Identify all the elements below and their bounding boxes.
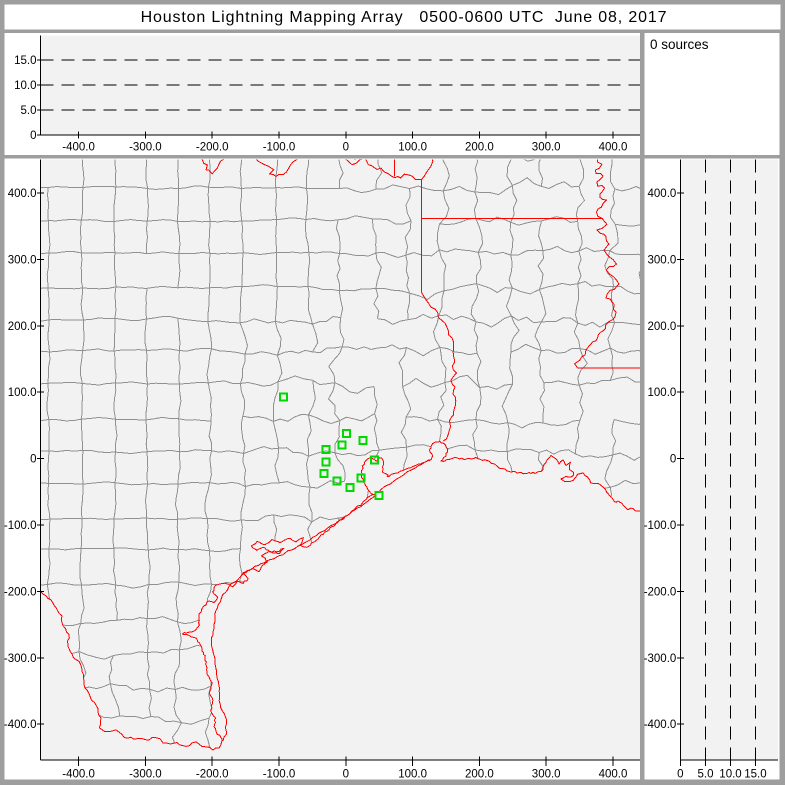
svg-text:5.0: 5.0	[21, 105, 37, 117]
svg-text:0: 0	[670, 454, 676, 466]
svg-text:-400.0: -400.0	[4, 719, 37, 731]
svg-text:100.0: 100.0	[8, 387, 37, 399]
svg-text:200.0: 200.0	[465, 142, 494, 154]
svg-text:-200.0: -200.0	[196, 142, 229, 154]
svg-text:-400.0: -400.0	[62, 769, 95, 781]
svg-text:5.0: 5.0	[698, 769, 714, 781]
svg-text:-200.0: -200.0	[644, 586, 677, 598]
svg-text:15.0: 15.0	[744, 769, 766, 781]
svg-text:100.0: 100.0	[398, 769, 427, 781]
svg-text:15.0: 15.0	[14, 55, 36, 67]
svg-text:10.0: 10.0	[14, 80, 36, 92]
svg-text:200.0: 200.0	[465, 769, 494, 781]
svg-text:-400.0: -400.0	[644, 719, 677, 731]
svg-text:0 sources: 0 sources	[650, 37, 709, 52]
svg-text:400.0: 400.0	[599, 142, 628, 154]
svg-text:100.0: 100.0	[398, 142, 427, 154]
svg-text:10.0: 10.0	[719, 769, 741, 781]
svg-text:300.0: 300.0	[532, 142, 561, 154]
svg-text:300.0: 300.0	[648, 254, 677, 266]
svg-text:Houston Lightning Mapping Arra: Houston Lightning Mapping Array 0500-060…	[141, 9, 668, 26]
svg-text:100.0: 100.0	[648, 387, 677, 399]
svg-text:300.0: 300.0	[8, 254, 37, 266]
svg-text:-100.0: -100.0	[644, 520, 677, 532]
svg-text:0: 0	[30, 454, 36, 466]
svg-text:400.0: 400.0	[648, 188, 677, 200]
svg-text:200.0: 200.0	[8, 321, 37, 333]
svg-text:200.0: 200.0	[648, 321, 677, 333]
svg-text:-100.0: -100.0	[4, 520, 37, 532]
svg-text:-200.0: -200.0	[196, 769, 229, 781]
svg-text:0: 0	[343, 142, 349, 154]
svg-text:-100.0: -100.0	[263, 769, 296, 781]
svg-text:-300.0: -300.0	[129, 142, 162, 154]
svg-text:-200.0: -200.0	[4, 586, 37, 598]
svg-text:300.0: 300.0	[532, 769, 561, 781]
svg-text:0: 0	[677, 769, 683, 781]
svg-text:0: 0	[343, 769, 349, 781]
svg-text:-300.0: -300.0	[129, 769, 162, 781]
svg-text:0: 0	[30, 130, 36, 142]
svg-text:-300.0: -300.0	[644, 653, 677, 665]
svg-text:-100.0: -100.0	[263, 142, 296, 154]
svg-text:-400.0: -400.0	[62, 142, 95, 154]
svg-text:400.0: 400.0	[8, 188, 37, 200]
svg-text:-300.0: -300.0	[4, 653, 37, 665]
svg-text:400.0: 400.0	[599, 769, 628, 781]
